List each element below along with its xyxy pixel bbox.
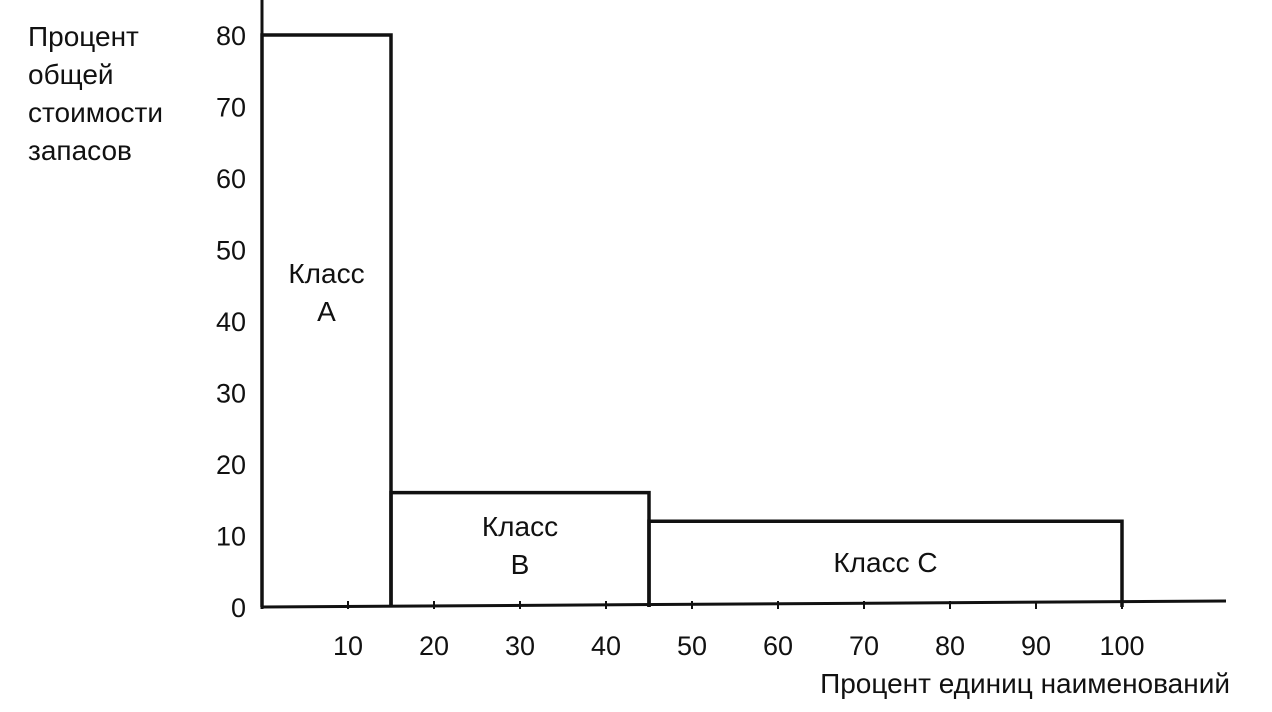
x-tick-label: 30 — [505, 631, 535, 661]
y-tick-labels: 0 10 20 30 40 50 60 70 80 — [216, 21, 246, 623]
y-axis-label: Процент общей стоимости запасов — [28, 21, 163, 166]
x-tick-label: 90 — [1021, 631, 1051, 661]
bar-label: Класс — [482, 511, 558, 542]
y-tick-label: 60 — [216, 164, 246, 194]
y-axis-label-line: Процент — [28, 21, 139, 52]
x-axis-line — [261, 599, 1227, 609]
x-tick-label: 80 — [935, 631, 965, 661]
x-tick-label: 40 — [591, 631, 621, 661]
x-axis-label: Процент единиц наименований — [820, 668, 1230, 699]
bar-class-3 — [647, 519, 1124, 607]
bars: Класс A Класс B Класс C — [260, 33, 1124, 607]
y-tick-label: 20 — [216, 450, 246, 480]
y-axis-label-line: запасов — [28, 135, 132, 166]
x-tick-label: 70 — [849, 631, 879, 661]
y-axis-label-line: общей — [28, 59, 114, 90]
x-ticks: 10 20 30 40 50 60 70 80 90 100 — [333, 601, 1145, 661]
y-tick-label: 0 — [231, 593, 246, 623]
y-tick-label: 70 — [216, 93, 246, 123]
bar-label: A — [317, 296, 336, 327]
x-tick-label: 20 — [419, 631, 449, 661]
y-tick-label: 10 — [216, 522, 246, 552]
x-tick-label: 60 — [763, 631, 793, 661]
y-axis-label-line: стоимости — [28, 97, 163, 128]
bar-label: Класс C — [833, 547, 937, 578]
y-tick-label: 40 — [216, 307, 246, 337]
y-tick-label: 50 — [216, 236, 246, 266]
bar-label: Класс — [288, 258, 364, 289]
y-tick-label: 80 — [216, 21, 246, 51]
y-tick-label: 30 — [216, 379, 246, 409]
x-tick-label: 100 — [1099, 631, 1144, 661]
x-tick-label: 10 — [333, 631, 363, 661]
bar-label: B — [511, 549, 530, 580]
x-tick-label: 50 — [677, 631, 707, 661]
